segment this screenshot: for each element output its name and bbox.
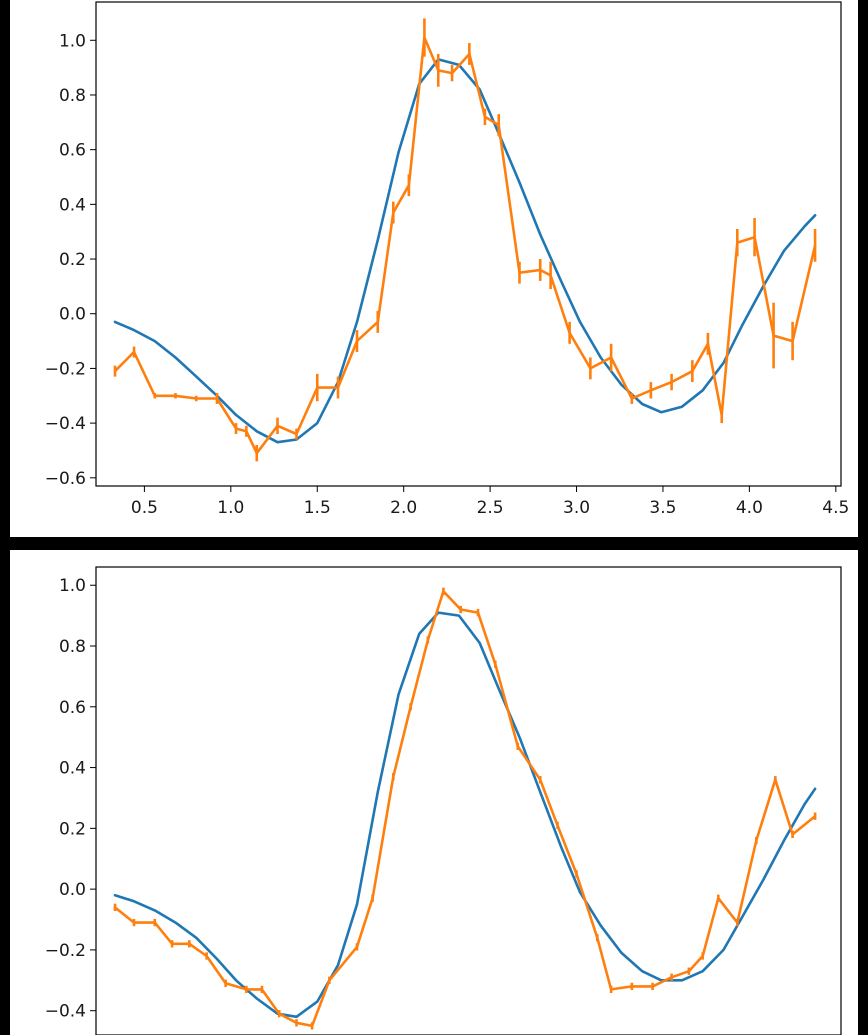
bottom-y-tick-label: 0.8 <box>59 637 86 657</box>
top-x-tick-label: 3.5 <box>649 498 676 518</box>
top-y-tick-label: −0.6 <box>45 469 86 489</box>
top-x-tick-label: 3.0 <box>563 498 590 518</box>
top-y-tick-label: 0.8 <box>59 86 86 106</box>
bottom-plot-area <box>113 587 817 1030</box>
top-x-tick-label: 2.5 <box>477 498 504 518</box>
top-chart: 1.0 0.8 0.6 0.4 0.2 0.0 −0.2 −0.4 −0.6 0.5 1.0 1.5 2… <box>45 1 849 518</box>
top-x-tick-label: 0.5 <box>131 498 158 518</box>
bottom-series-1-line <box>113 611 817 1019</box>
bottom-y-tick-label: 0.4 <box>59 759 86 779</box>
bottom-y-tick-label: 0.6 <box>59 698 86 718</box>
top-x-tick-label: 4.5 <box>822 498 849 518</box>
top-chart-panel: 1.0 0.8 0.6 0.4 0.2 0.0 −0.2 −0.4 −0.6 0.5 1.0 1.5 2… <box>10 0 858 537</box>
top-y-tick-label: −0.4 <box>45 414 86 434</box>
bottom-y-tick-label: −0.2 <box>45 941 86 961</box>
top-series-2-line <box>113 36 817 455</box>
top-axes-frame <box>95 1 842 487</box>
top-plot-area <box>113 18 817 462</box>
bottom-y-tick-label: 0.2 <box>59 819 86 839</box>
bottom-chart: 1.0 0.8 0.6 0.4 0.2 0.0 −0.2 −0.4 <box>45 566 842 1035</box>
bottom-chart-panel: 1.0 0.8 0.6 0.4 0.2 0.0 −0.2 −0.4 <box>10 550 858 1035</box>
bottom-y-tick-label: 1.0 <box>59 576 86 596</box>
top-y-tick-label: 1.0 <box>59 31 86 51</box>
top-y-tick-label: 0.2 <box>59 250 86 270</box>
bottom-y-tick-label: −0.4 <box>45 1002 86 1022</box>
top-y-tick-label: −0.2 <box>45 359 86 379</box>
bottom-y-tick-label: 0.0 <box>59 880 86 900</box>
top-series-1-line <box>113 58 817 444</box>
bottom-axes-frame <box>95 566 842 1035</box>
top-y-tick-label: 0.4 <box>59 195 86 215</box>
top-x-tick-label: 1.0 <box>217 498 244 518</box>
top-y-tick-label: 0.0 <box>59 305 86 325</box>
top-x-tick-label: 2.0 <box>390 498 417 518</box>
top-y-tick-label: 0.6 <box>59 141 86 161</box>
top-x-tick-label: 1.5 <box>304 498 331 518</box>
top-x-tick-label: 4.0 <box>736 498 763 518</box>
